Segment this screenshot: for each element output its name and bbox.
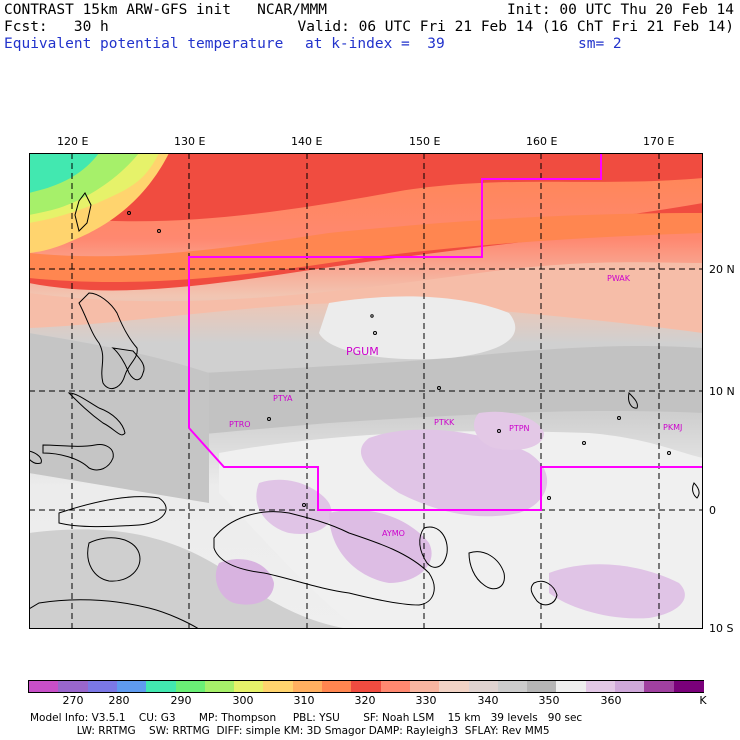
colorbar-swatch (116, 681, 147, 692)
station-ptro: PTRO (229, 420, 251, 429)
colorbar (28, 680, 704, 693)
colorbar-swatch (146, 681, 177, 692)
region-boundary (188, 153, 703, 511)
colorbar-swatch (409, 681, 440, 692)
colorbar-label-310: 310 (293, 694, 315, 707)
station-ptpn: PTPN (509, 424, 530, 433)
colorbar-swatch (615, 681, 646, 692)
colorbar-label-340: 340 (477, 694, 499, 707)
colorbar-label-290: 290 (170, 694, 192, 707)
model-info-line2: LW: RRTMG SW: RRTMG DIFF: simple KM: 3D … (30, 725, 550, 737)
small-islands (127, 211, 671, 507)
colorbar-label-300: 300 (232, 694, 254, 707)
lon-label-130e: 130 E (174, 135, 206, 148)
field-name: Equivalent potential temperature (4, 36, 284, 52)
smoothing: sm= 2 (578, 36, 622, 52)
forecast-hour: Fcst: 30 h (4, 19, 109, 35)
level-index: at k-index = 39 (305, 36, 445, 52)
station-ptkk: PTKK (434, 418, 455, 427)
colorbar-swatch (439, 681, 470, 692)
colorbar-swatch (468, 681, 499, 692)
purple-blob-6 (215, 559, 274, 605)
colorbar-label-320: 320 (354, 694, 376, 707)
grey-west (29, 333, 209, 503)
colorbar-swatch (673, 681, 704, 692)
lat-label-10n: 10 N (709, 385, 735, 398)
orange-band (29, 213, 703, 283)
warm-band (29, 153, 703, 222)
lon-label-150e: 150 E (409, 135, 441, 148)
lon-label-120e: 120 E (57, 135, 89, 148)
colorbar-swatch (527, 681, 558, 692)
white-pocket (319, 296, 516, 360)
station-aymo: AYMO (382, 529, 405, 538)
station-ptya: PTYA (273, 394, 293, 403)
cold-nw-orange (29, 153, 169, 253)
colorbar-swatch (644, 681, 675, 692)
colorbar-label-360: 360 (600, 694, 622, 707)
coastlines (29, 192, 700, 629)
colorbar-label-280: 280 (108, 694, 130, 707)
light-salmon (29, 262, 703, 333)
lat-label-20n: 20 N (709, 263, 735, 276)
colorbar-swatch (204, 681, 235, 692)
colorbar-swatch (29, 681, 59, 692)
theta-e-map: PGUM PTYA PTRO PTKK PTPN PKMJ PWAK AYMO (29, 153, 703, 629)
model-info-line1: Model Info: V3.5.1 CU: G3 MP: Thompson P… (30, 712, 583, 724)
lat-lon-grid (29, 153, 703, 629)
colorbar-swatch (175, 681, 206, 692)
station-pgum: PGUM (346, 345, 379, 358)
colorbar-label-350: 350 (538, 694, 560, 707)
colorbar-swatch (234, 681, 265, 692)
grey-sw (29, 529, 349, 629)
colorbar-swatch (380, 681, 411, 692)
map-frame (29, 153, 703, 629)
station-pwak: PWAK (607, 274, 631, 283)
colorbar-unit: K (699, 694, 707, 707)
init-time: Init: 00 UTC Thu 20 Feb 14 (507, 2, 734, 18)
purple-blob-1 (360, 429, 548, 517)
lat-label-10s: 10 S (709, 622, 734, 635)
cold-nw-cyan (29, 153, 99, 193)
header-title: CONTRAST 15km ARW-GFS init NCAR/MMM (4, 2, 328, 18)
purple-blob-2 (256, 479, 332, 534)
purple-blob-4 (549, 564, 685, 619)
colorbar-swatch (585, 681, 616, 692)
colorbar-swatch (87, 681, 118, 692)
colorbar-swatch (292, 681, 323, 692)
colorbar-label-270: 270 (62, 694, 84, 707)
colorbar-swatch (263, 681, 294, 692)
purple-blob-3 (329, 509, 432, 583)
lon-label-140e: 140 E (291, 135, 323, 148)
lon-label-160e: 160 E (526, 135, 558, 148)
lon-label-170e: 170 E (643, 135, 675, 148)
colorbar-swatch (58, 681, 89, 692)
colorbar-label-330: 330 (415, 694, 437, 707)
colorbar-swatch (556, 681, 587, 692)
purple-blob-5 (474, 411, 544, 450)
colorbar-swatch (351, 681, 382, 692)
lat-label-equator: 0 (709, 504, 716, 517)
colorbar-swatch (322, 681, 353, 692)
valid-time: Valid: 06 UTC Fri 21 Feb 14 (16 ChT Fri … (297, 19, 735, 35)
colorbar-swatch (497, 681, 528, 692)
station-pkmj: PKMJ (663, 423, 682, 432)
station-labels: PGUM PTYA PTRO PTKK PTPN PKMJ PWAK AYMO (229, 274, 682, 538)
